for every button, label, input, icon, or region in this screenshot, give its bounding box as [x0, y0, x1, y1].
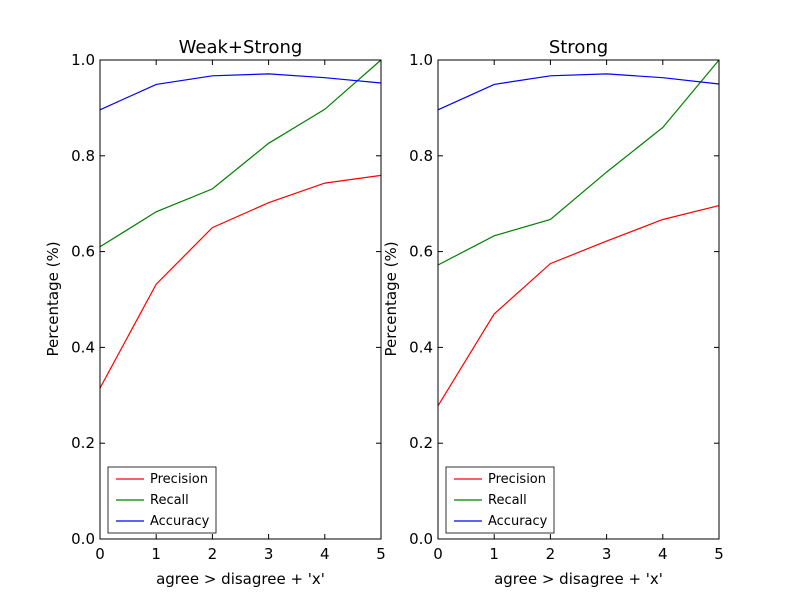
tick-layer: 0 1 2 3 4 5 0.0 0.2 0.4 0.6 0.8 1.0 — [409, 51, 724, 563]
subplot-strong: Strong agree > disagree + 'x' Percentage… — [382, 37, 724, 588]
legend-label: Precision — [488, 472, 546, 487]
y-tick-label: 0.2 — [409, 434, 433, 452]
y-tick-label: 0.8 — [409, 147, 433, 165]
series-line-precision — [99, 174, 382, 389]
legend: Precision Recall Accuracy — [107, 466, 217, 534]
legend: Precision Recall Accuracy — [445, 466, 555, 534]
y-tick-label: 1.0 — [71, 51, 95, 69]
y-tick-label: 0.4 — [409, 338, 433, 356]
plot-frame — [99, 59, 382, 540]
y-axis-label: Percentage (%) — [382, 241, 400, 356]
series-layer — [437, 59, 720, 407]
x-tick-label: 3 — [602, 545, 612, 563]
chart-title: Weak+Strong — [179, 37, 303, 58]
y-tick-label: 1.0 — [409, 51, 433, 69]
x-tick-label: 1 — [151, 545, 161, 563]
y-tick-label: 0.0 — [71, 530, 95, 548]
x-tick-label: 0 — [95, 545, 105, 563]
legend-label: Accuracy — [150, 514, 210, 529]
legend-label: Recall — [150, 493, 189, 508]
x-axis-label: agree > disagree + 'x' — [156, 570, 325, 588]
x-tick-label: 5 — [376, 545, 386, 563]
y-tick-label: 0.0 — [409, 530, 433, 548]
x-tick-label: 2 — [546, 545, 556, 563]
legend-label: Accuracy — [488, 514, 548, 529]
y-tick-label: 0.8 — [71, 147, 95, 165]
subplot-weak-strong: Weak+Strong agree > disagree + 'x' Perce… — [44, 37, 386, 588]
series-line-recall — [99, 59, 382, 248]
y-tick-label: 0.4 — [71, 338, 95, 356]
series-line-accuracy — [437, 73, 720, 111]
x-tick-label: 1 — [489, 545, 499, 563]
y-tick-label: 0.2 — [71, 434, 95, 452]
y-axis-label: Percentage (%) — [44, 241, 62, 356]
x-tick-label: 4 — [320, 545, 330, 563]
x-tick-label: 5 — [714, 545, 724, 563]
series-layer — [99, 59, 382, 389]
y-tick-label: 0.6 — [409, 243, 433, 261]
legend-label: Precision — [150, 472, 208, 487]
plot-frame — [437, 59, 720, 540]
x-tick-label: 3 — [264, 545, 274, 563]
y-tick-label: 0.6 — [71, 243, 95, 261]
x-tick-label: 4 — [658, 545, 668, 563]
x-tick-label: 0 — [433, 545, 443, 563]
x-tick-label: 2 — [208, 545, 218, 563]
series-line-precision — [437, 205, 720, 407]
series-line-accuracy — [99, 73, 382, 111]
legend-label: Recall — [488, 493, 527, 508]
chart-title: Strong — [549, 37, 608, 58]
x-axis-label: agree > disagree + 'x' — [494, 570, 663, 588]
series-line-recall — [437, 59, 720, 266]
